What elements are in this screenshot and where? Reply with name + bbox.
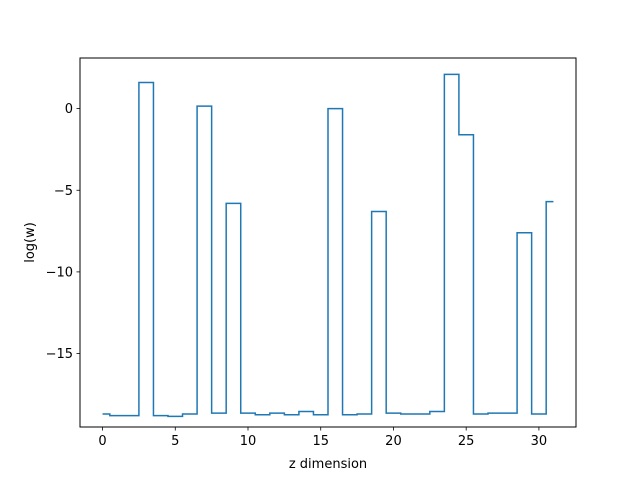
- axes-frame: [79, 57, 577, 428]
- y-axis-label: log(w): [23, 222, 38, 263]
- x-axis-label: z dimension: [289, 457, 367, 472]
- y-tick-label: −10: [46, 265, 73, 280]
- x-tick-label: 10: [240, 434, 257, 449]
- x-tick-label: 30: [531, 434, 548, 449]
- y-axis: −15 −10 −5 0: [46, 102, 80, 362]
- x-tick-label: 5: [171, 434, 179, 449]
- x-axis: 0 5 10 15 20 25 30: [98, 427, 547, 449]
- x-tick-label: 0: [98, 434, 106, 449]
- y-tick-label: 0: [65, 102, 73, 117]
- plot-area: [102, 73, 554, 418]
- y-tick-label: −5: [54, 184, 73, 199]
- x-tick-label: 15: [312, 434, 329, 449]
- y-tick-label: −15: [46, 347, 73, 362]
- x-tick-label: 20: [385, 434, 402, 449]
- x-tick-label: 25: [458, 434, 475, 449]
- series-line-0: [102, 73, 554, 418]
